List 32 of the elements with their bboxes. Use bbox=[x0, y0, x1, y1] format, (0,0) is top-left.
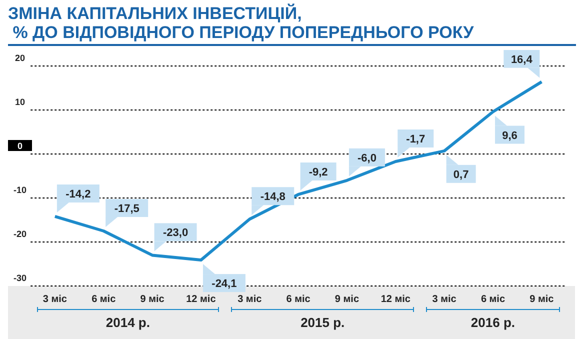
text: 2015 р. bbox=[300, 315, 346, 330]
x-tick-label: 9 міс bbox=[140, 294, 165, 305]
chart-title: ЗМІНА КАПІТАЛЬНИХ ІНВЕСТИЦІЙ, % ДО ВІДПОВІДНОГО ПЕРІОДУ ПОПЕРЕДНЬОГО РОКУ bbox=[8, 4, 475, 42]
data-label: -24,1 bbox=[212, 278, 237, 290]
x-tick-label: 6 міс bbox=[286, 294, 311, 305]
data-label: -14,8 bbox=[260, 191, 286, 204]
y-tick-label: 0 bbox=[17, 141, 23, 151]
y-tick-label: -10 bbox=[13, 185, 27, 195]
x-tick-label: 12 міс bbox=[380, 294, 411, 305]
x-tick-label: 9 міс bbox=[334, 294, 360, 305]
data-label: -6,0 bbox=[357, 152, 376, 164]
x-tick-label: 6 міс bbox=[92, 294, 116, 305]
x-tick-label: 3 міс bbox=[432, 294, 457, 305]
x-tick-label: 12 міс bbox=[186, 294, 216, 305]
data-label: -17,5 bbox=[114, 203, 140, 215]
x-tick-label: 3 міс bbox=[42, 294, 68, 305]
data-label: 9,6 bbox=[502, 130, 518, 142]
data-label: -23,0 bbox=[162, 227, 188, 240]
data-label: -9,2 bbox=[308, 166, 328, 178]
data-label: -1,7 bbox=[406, 133, 426, 146]
x-tick-label: 9 міс bbox=[530, 294, 554, 305]
x-tick-label: 3 міс bbox=[238, 294, 262, 305]
x-tick-label: 6 міс bbox=[480, 294, 506, 305]
y-tick-label: 10 bbox=[14, 97, 26, 107]
text: 2014 р. bbox=[104, 315, 151, 330]
text: 2016 р. bbox=[470, 315, 516, 330]
y-tick-label: -20 bbox=[13, 229, 27, 239]
data-label: -14,2 bbox=[66, 188, 91, 200]
y-tick-label: 20 bbox=[14, 53, 26, 63]
data-label: 0,7 bbox=[453, 168, 469, 181]
data-label: 16,4 bbox=[510, 54, 534, 66]
y-tick-label: -30 bbox=[13, 273, 27, 283]
